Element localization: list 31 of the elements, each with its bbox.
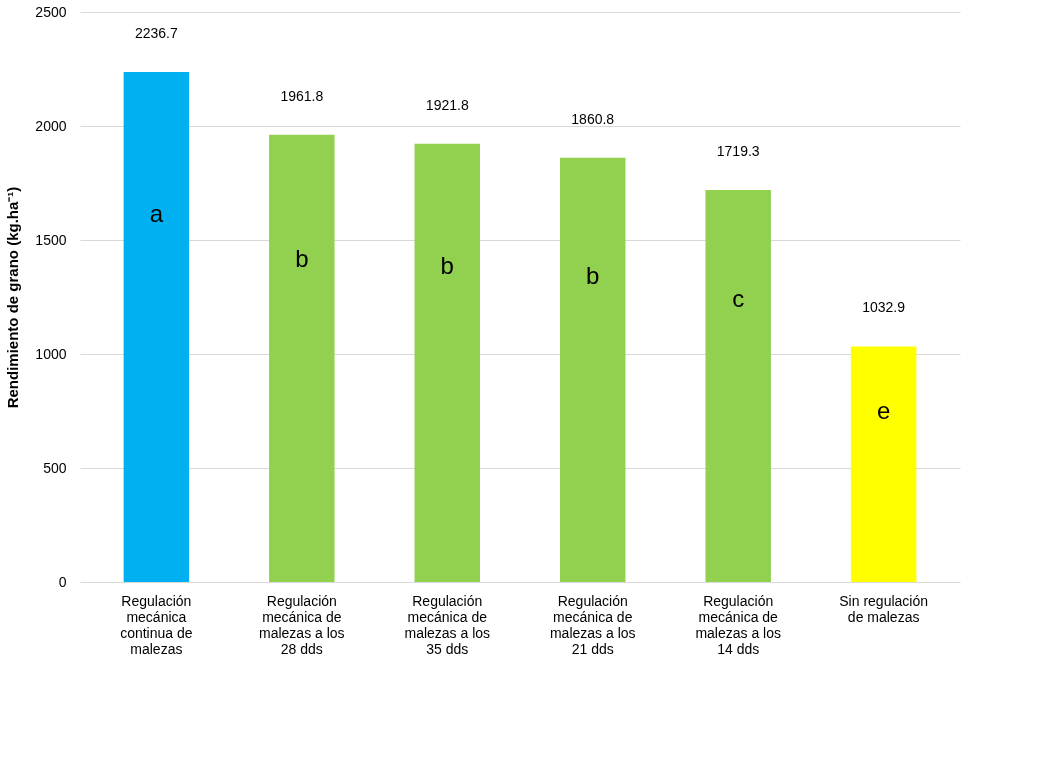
annotation: c [732, 284, 745, 312]
annotation: b [586, 261, 600, 289]
data-label: 1860.8 [571, 110, 615, 127]
annotation: b [440, 251, 454, 279]
y-axis-title: Rendimiento de grano (kg.ha⁻¹) [4, 186, 22, 409]
y-tick-label: 0 [58, 573, 67, 590]
x-tick-label: Regulación mecánica de malezas a los 35 dds [404, 592, 491, 657]
data-label: 2236.7 [134, 25, 178, 42]
x-tick-label: Regulación mecánica de malezas a los 14 dds [695, 592, 781, 657]
data-label: 1961.8 [280, 87, 324, 104]
x-tick-label: Sin regulación de malezas [839, 592, 928, 625]
bar [269, 134, 335, 582]
bar [705, 190, 771, 582]
data-label: 1921.8 [425, 96, 469, 113]
x-tick-label: Regulación mecánica de malezas a los 28 dds [259, 592, 345, 657]
annotation: a [149, 199, 164, 227]
bar [123, 72, 190, 582]
y-tick-label: 2000 [35, 117, 67, 134]
x-tick-label: Regulación mecánica de malezas a los 21 dds [549, 592, 636, 657]
y-tick-label: 2500 [35, 3, 67, 20]
annotation: b [295, 244, 309, 272]
data-label: 1719.3 [716, 143, 760, 159]
y-tick-label: 1500 [35, 231, 67, 248]
x-tick-label: Regulación mecánica continua de malezas [120, 592, 193, 657]
bar [560, 157, 626, 582]
bar [850, 346, 917, 582]
data-label: 1032.9 [862, 299, 906, 316]
annotation: e [876, 397, 891, 425]
y-tick-label: 500 [43, 459, 67, 476]
y-tick-label: 1000 [35, 345, 67, 362]
bar [414, 143, 480, 582]
